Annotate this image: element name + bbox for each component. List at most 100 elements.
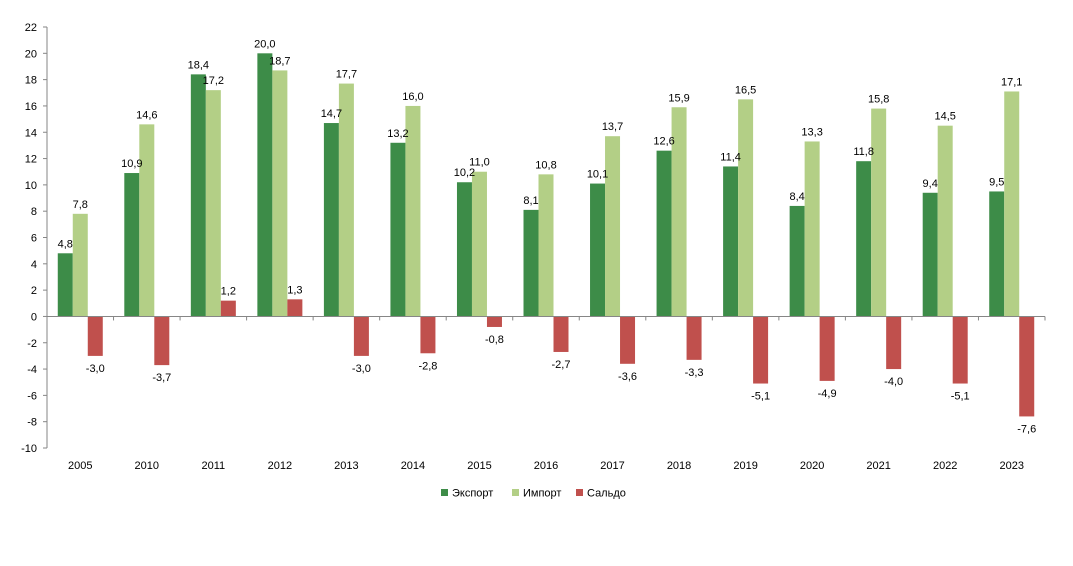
x-tick-label: 2014 xyxy=(401,460,425,472)
x-tick-label: 2017 xyxy=(600,460,624,472)
data-label-balance-2011: 1,2 xyxy=(221,286,236,298)
bar-import-2019 xyxy=(738,99,754,317)
x-tick-label: 2020 xyxy=(800,460,824,472)
bar-import-2011 xyxy=(205,90,221,317)
data-label-export-2005: 4,8 xyxy=(58,238,73,250)
data-label-import-2010: 14,6 xyxy=(136,109,157,121)
bar-balance-2013 xyxy=(353,316,369,356)
bar-balance-2015 xyxy=(486,316,502,327)
data-label-import-2016: 10,8 xyxy=(535,159,556,171)
bar-balance-2012 xyxy=(287,299,303,317)
data-label-export-2018: 12,6 xyxy=(653,136,674,148)
bar-balance-2021 xyxy=(886,316,902,370)
y-tick-label: 12 xyxy=(25,154,37,166)
y-tick-label: 6 xyxy=(31,233,37,245)
y-tick-label: -4 xyxy=(27,364,37,376)
data-label-import-2005: 7,8 xyxy=(73,199,88,211)
bar-export-2023 xyxy=(989,191,1005,317)
bar-export-2021 xyxy=(856,161,872,317)
x-tick-label: 2012 xyxy=(268,460,292,472)
y-axis: -10 -8 -6 -4 -2 0 2 4 6 8 10 12 14 16 18 20 22 xyxy=(21,22,48,455)
legend-label-export: Экспорт xyxy=(452,488,493,500)
bar-balance-2016 xyxy=(553,316,569,352)
legend-label-import: Импорт xyxy=(523,488,561,500)
y-tick-label: -2 xyxy=(27,338,37,350)
data-label-import-2015: 11,0 xyxy=(469,157,490,169)
data-label-import-2018: 15,9 xyxy=(668,92,689,104)
bar-balance-2018 xyxy=(686,316,702,360)
data-label-import-2021: 15,8 xyxy=(868,94,889,106)
bar-export-2020 xyxy=(789,205,805,317)
data-label-balance-2015: -0,8 xyxy=(485,334,504,346)
data-label-balance-2018: -3,3 xyxy=(685,367,704,379)
legend-swatch-balance xyxy=(576,489,583,496)
data-label-export-2020: 8,4 xyxy=(789,191,804,203)
y-tick-label: 14 xyxy=(25,127,37,139)
data-label-balance-2019: -5,1 xyxy=(751,391,770,403)
data-label-export-2022: 9,4 xyxy=(923,178,938,190)
bar-export-2022 xyxy=(922,192,938,317)
bar-balance-2022 xyxy=(952,316,968,384)
bar-import-2022 xyxy=(937,125,953,317)
bar-balance-2019 xyxy=(753,316,769,384)
data-label-export-2023: 9,5 xyxy=(989,176,1004,188)
bar-balance-2017 xyxy=(620,316,636,364)
legend: Экспорт Импорт Сальдо xyxy=(441,488,626,500)
y-tick-label: 20 xyxy=(25,48,37,60)
data-label-balance-2023: -7,6 xyxy=(1017,423,1036,435)
legend-label-balance: Сальдо xyxy=(587,488,626,500)
bar-export-2005 xyxy=(57,253,73,317)
bar-export-2014 xyxy=(390,142,406,317)
data-label-export-2012: 20,0 xyxy=(254,38,275,50)
x-tick-label: 2023 xyxy=(999,460,1023,472)
bar-export-2010 xyxy=(124,173,140,317)
bar-import-2021 xyxy=(871,108,887,317)
y-tick-label: 0 xyxy=(31,311,37,323)
bar-import-2015 xyxy=(471,171,487,317)
bar-balance-2005 xyxy=(87,316,103,356)
x-tick-label: 2021 xyxy=(866,460,890,472)
category-labels: 2005 2010 2011 2012 2013 2014 2015 2016 2017 2018… xyxy=(68,460,1024,472)
data-label-export-2021: 11,8 xyxy=(853,146,874,158)
bar-balance-2014 xyxy=(420,316,436,354)
bar-export-2013 xyxy=(323,123,339,317)
data-label-import-2014: 16,0 xyxy=(402,91,423,103)
x-tick-label: 2022 xyxy=(933,460,957,472)
y-tick-label: -8 xyxy=(27,417,37,429)
x-tick-label: 2011 xyxy=(202,460,226,472)
bar-balance-2023 xyxy=(1019,316,1035,417)
bar-import-2010 xyxy=(139,124,155,317)
y-tick-label: 22 xyxy=(25,22,37,34)
legend-swatch-export xyxy=(441,489,448,496)
y-tick-label: 18 xyxy=(25,75,37,87)
bar-import-2023 xyxy=(1004,91,1020,317)
bar-export-2016 xyxy=(523,209,539,317)
x-tick-label: 2015 xyxy=(467,460,491,472)
bar-export-2012 xyxy=(257,53,273,317)
data-label-import-2017: 13,7 xyxy=(602,121,623,133)
bar-export-2015 xyxy=(456,182,472,317)
data-label-balance-2016: -2,7 xyxy=(552,359,571,371)
data-label-import-2012: 18,7 xyxy=(269,55,290,67)
data-label-import-2020: 13,3 xyxy=(801,126,822,138)
x-tick-label: 2016 xyxy=(534,460,558,472)
bar-export-2019 xyxy=(723,166,739,317)
data-label-export-2010: 10,9 xyxy=(121,158,142,170)
data-label-import-2019: 16,5 xyxy=(735,84,756,96)
x-tick-label: 2013 xyxy=(334,460,358,472)
data-label-export-2015: 10,2 xyxy=(454,167,475,179)
bar-import-2014 xyxy=(405,105,421,317)
data-label-import-2013: 17,7 xyxy=(336,69,357,81)
data-label-export-2019: 11,4 xyxy=(720,151,741,163)
bar-export-2017 xyxy=(590,183,606,317)
data-label-export-2014: 13,2 xyxy=(387,128,408,140)
y-tick-label: 4 xyxy=(31,259,37,271)
bar-import-2020 xyxy=(804,141,820,317)
y-tick-label: 16 xyxy=(25,101,37,113)
data-label-import-2022: 14,5 xyxy=(934,111,955,123)
bar-import-2013 xyxy=(338,83,354,317)
data-label-export-2011: 18,4 xyxy=(188,59,209,71)
y-tick-label: 2 xyxy=(31,285,37,297)
bar-export-2011 xyxy=(190,74,206,317)
